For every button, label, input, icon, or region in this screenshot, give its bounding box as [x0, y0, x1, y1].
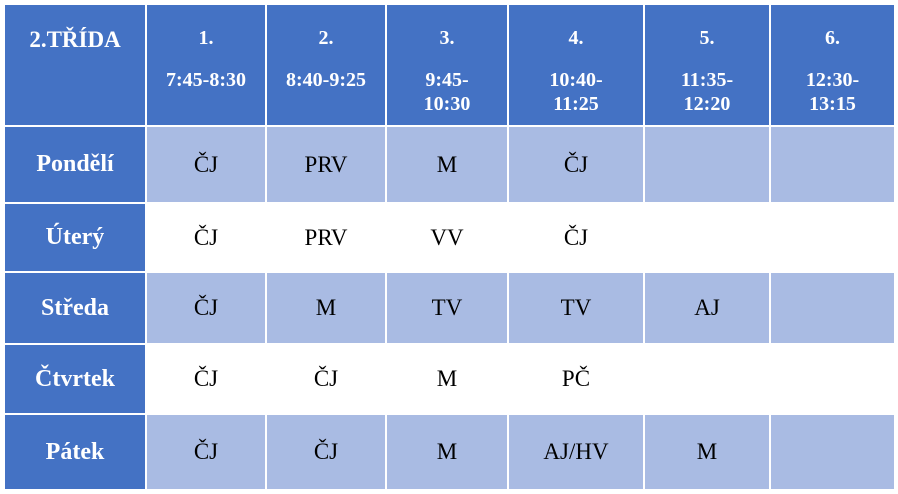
period-header: 3. 9:45-10:30 [385, 3, 509, 127]
empty-cell [643, 202, 771, 273]
day-name: Pátek [3, 413, 147, 491]
day-name: Středa [3, 271, 147, 345]
period-header: 1. 7:45-8:30 [145, 3, 267, 127]
empty-cell [769, 343, 896, 415]
period-header: 5. 11:35-12:20 [643, 3, 771, 127]
empty-cell [643, 343, 771, 415]
lesson: AJ [643, 271, 771, 345]
period-time: 10:40-11:25 [549, 69, 603, 115]
empty-cell [769, 413, 896, 491]
lesson: ČJ [265, 413, 387, 491]
lesson: TV [385, 271, 509, 345]
period-time: 7:45-8:30 [166, 69, 246, 91]
lesson: ČJ [145, 343, 267, 415]
empty-cell [769, 202, 896, 273]
lesson: M [385, 125, 509, 204]
lesson: M [265, 271, 387, 345]
class-name: 2.TŘÍDA [29, 27, 121, 52]
period-time: 8:40-9:25 [286, 69, 366, 91]
day-name: Čtvrtek [3, 343, 147, 415]
lesson: PRV [265, 202, 387, 273]
lesson: ČJ [145, 413, 267, 491]
lesson: M [643, 413, 771, 491]
day-row: Středa ČJ M TV TV AJ [3, 271, 896, 345]
period-number: 4. [568, 27, 584, 49]
lesson: ČJ [145, 202, 267, 273]
lesson: ČJ [507, 202, 645, 273]
day-row: Pátek ČJ ČJ M AJ/HV M [3, 413, 896, 491]
lesson: PRV [265, 125, 387, 204]
period-time: 11:35-12:20 [680, 69, 734, 115]
period-number: 1. [198, 27, 214, 49]
day-row: Čtvrtek ČJ ČJ M PČ [3, 343, 896, 415]
empty-cell [769, 271, 896, 345]
lesson: M [385, 413, 509, 491]
period-header: 6. 12:30-13:15 [769, 3, 896, 127]
period-time: 9:45-10:30 [423, 69, 471, 115]
lesson: ČJ [145, 271, 267, 345]
period-number: 6. [825, 27, 840, 49]
lesson: ČJ [507, 125, 645, 204]
day-row: Úterý ČJ PRV VV ČJ [3, 202, 896, 273]
lesson: AJ/HV [507, 413, 645, 491]
lesson: M [385, 343, 509, 415]
lesson: PČ [507, 343, 645, 415]
empty-cell [643, 125, 771, 204]
lesson: ČJ [265, 343, 387, 415]
period-header: 2. 8:40-9:25 [265, 3, 387, 127]
lesson: TV [507, 271, 645, 345]
period-number: 3. [439, 27, 455, 49]
lesson: ČJ [145, 125, 267, 204]
day-name: Úterý [3, 202, 147, 273]
period-number: 2. [318, 27, 334, 49]
lesson: VV [385, 202, 509, 273]
period-number: 5. [699, 27, 715, 49]
empty-cell [769, 125, 896, 204]
header-row: 2.TŘÍDA 1. 7:45-8:30 2. 8:40-9:25 3. 9:45-10:3… [3, 3, 896, 127]
corner-cell: 2.TŘÍDA [3, 3, 147, 127]
day-name: Pondělí [3, 125, 147, 204]
day-row: Pondělí ČJ PRV M ČJ [3, 125, 896, 204]
timetable: 2.TŘÍDA 1. 7:45-8:30 2. 8:40-9:25 3. 9:45-10:3… [3, 3, 896, 491]
period-time: 12:30-13:15 [805, 69, 860, 115]
period-header: 4. 10:40-11:25 [507, 3, 645, 127]
